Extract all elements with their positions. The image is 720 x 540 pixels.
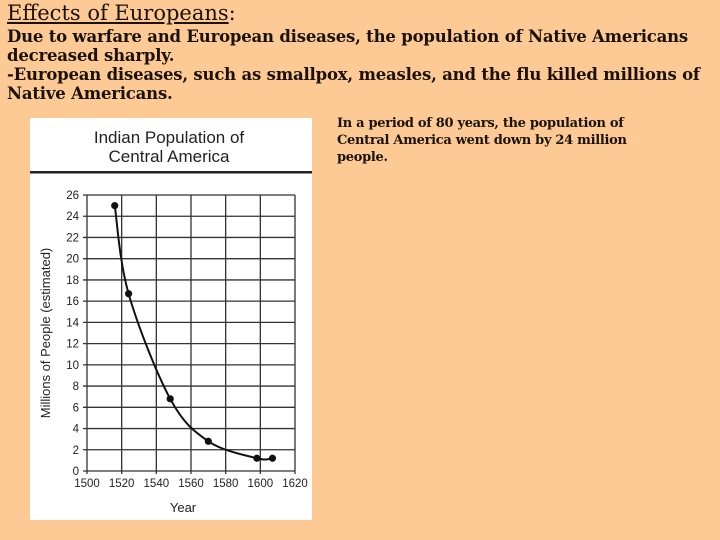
slide-body: Due to warfare and European diseases, th…: [7, 27, 719, 103]
data-point: [111, 202, 119, 210]
x-tick-label: 1560: [178, 478, 204, 490]
y-tick-label: 20: [66, 254, 79, 266]
data-point: [204, 437, 212, 445]
y-tick-label: 12: [66, 339, 79, 351]
x-tick-label: 1580: [213, 478, 239, 490]
data-point: [125, 290, 133, 298]
x-tick-label: 1540: [144, 478, 170, 490]
title-rule: [30, 171, 312, 174]
data-point: [166, 395, 174, 403]
data-point: [253, 454, 261, 462]
data-point: [268, 454, 277, 462]
x-tick-label: 1500: [74, 478, 100, 490]
y-tick-label: 8: [73, 381, 79, 393]
population-note: In a period of 80 years, the population …: [337, 116, 627, 165]
slide-heading: Effects of Europeans:: [7, 1, 236, 25]
population-chart: Indian Population of Central America Mil…: [30, 118, 312, 520]
paragraph-diseases: -European diseases, such as smallpox, me…: [7, 65, 700, 103]
y-tick-label: 22: [66, 232, 79, 244]
y-tick-label: 14: [66, 317, 79, 329]
x-axis-label: Year: [170, 500, 197, 515]
y-tick-label: 18: [66, 275, 79, 287]
y-tick-label: 6: [73, 402, 79, 414]
heading-text: Effects of Europeans: [7, 1, 229, 25]
x-tick-label: 1520: [109, 478, 135, 490]
y-tick-label: 26: [66, 190, 79, 202]
y-tick-label: 4: [73, 424, 80, 436]
chart-svg: Indian Population of Central America Mil…: [30, 128, 312, 515]
y-tick-label: 0: [73, 466, 79, 478]
x-tick-label: 1620: [282, 478, 308, 490]
x-tick-label: 1600: [248, 478, 274, 490]
y-tick-label: 24: [66, 211, 79, 223]
population-curve: [113, 205, 273, 461]
y-axis-label: Millions of People (estimated): [38, 248, 53, 419]
paragraph-warfare: Due to warfare and European diseases, th…: [7, 27, 689, 65]
chart-title-line1: Indian Population of: [94, 128, 245, 147]
y-tick-label: 16: [66, 296, 79, 308]
chart-title-line2: Central America: [109, 147, 230, 166]
y-tick-label: 10: [66, 360, 79, 372]
heading-colon: :: [228, 1, 236, 25]
y-tick-label: 2: [73, 445, 79, 457]
